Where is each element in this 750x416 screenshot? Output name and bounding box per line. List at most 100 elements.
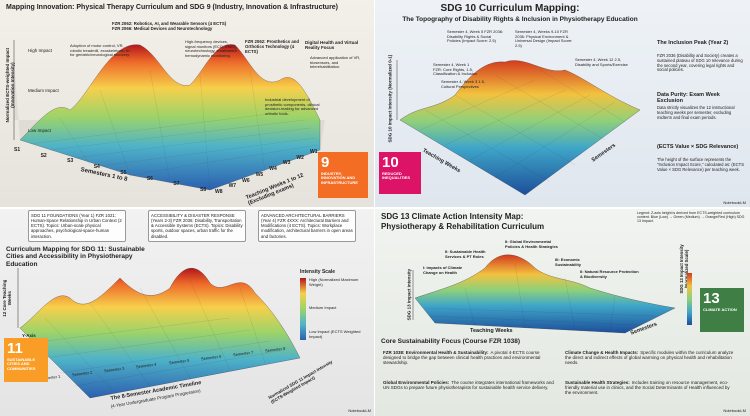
focus-heading: Sustainable Health Strategies: <box>565 380 630 385</box>
legend-scale <box>300 278 306 340</box>
z-tick-label: W8 <box>215 189 223 195</box>
legend-level: High (Normalized Maximum Weight) <box>309 277 359 287</box>
focus-title: Core Sustainability Focus (Course FZR 10… <box>381 338 521 345</box>
y-axis-label: 12 Core Teaching Weeks <box>1 279 12 317</box>
panel-sdg10: SDG 10 Curriculum Mapping: The Topograph… <box>375 0 750 208</box>
info-box: ADVANCED ARCHITECTURAL BARRIERS (Year 4)… <box>258 210 356 242</box>
sdg-badge: 10 REDUCED INEQUALITIES <box>379 152 421 194</box>
legend-level: Medium Impact <box>309 305 337 310</box>
annotation: Semester 4, Week 5 FZR 2036: Disability … <box>447 29 504 44</box>
focus-item: Climate Change & Health Impacts: Specific… <box>565 350 737 366</box>
x-tick-label: S5 <box>120 169 127 176</box>
badge-text: SUSTAINABLE CITIES AND COMMUNITIES <box>7 357 36 371</box>
x-tick-label: S7 <box>173 181 180 188</box>
subtitle: Physiotherapy & Rehabilitation Curriculu… <box>381 222 545 231</box>
sdg-badge: 13 CLIMATE ACTION <box>700 288 744 332</box>
annotation: FZR 2062: Prosthetics and Orthotics Tech… <box>245 39 299 54</box>
annotation: Advanced application of VR, biosensors, … <box>310 55 361 70</box>
y-axis-label: Normalized ECTS-weighted Impact (Innovat… <box>4 48 15 123</box>
focus-heading: Global Environmental Policies: <box>383 380 450 385</box>
z-tick-label: W1 <box>310 149 318 155</box>
peak-label: II: Sustainable Health Services & PT Rol… <box>445 249 486 259</box>
badge-text: CLIMATE ACTION <box>703 307 737 312</box>
title: SDG 10 Curriculum Mapping: <box>440 3 580 14</box>
badge-text: REDUCED INEQUALITIES <box>382 171 411 181</box>
side-heading: Data Purity: Exam Week Exclusion <box>657 92 720 105</box>
annotation: Adoption of motor control, VR, robotic t… <box>70 43 130 58</box>
focus-item: Sustainable Health Strategies: Includes t… <box>565 380 737 396</box>
focus-text: A pivotal 4-ECTS course designed to brid… <box>383 350 541 366</box>
z-tick-label: W2 <box>296 154 304 161</box>
info-box: ACCESSIBILITY & DISASTER RESPONSE (Years… <box>148 210 246 242</box>
subtitle: The Topography of Disability Rights & In… <box>402 16 638 23</box>
footer: NotebookLM <box>723 200 746 206</box>
side-heading: The Inclusion Peak (Year 2) <box>657 40 729 46</box>
x-tick-label: S6 <box>146 175 153 182</box>
focus-item: FZR 1038: Environmental Health & Sustain… <box>383 350 555 366</box>
footer: NotebookLM <box>348 408 371 414</box>
badge-text: INDUSTRY, INNOVATION AND INFRASTRUCTURE <box>321 171 358 185</box>
z-tick-label: W5 <box>255 171 264 178</box>
scale-bar <box>687 273 692 325</box>
annotation: Semester 4, Week 1 FZR: Core Rights, 1.5… <box>433 62 478 77</box>
legend-level: Low Impact (ECTS Weighted Impact) <box>309 329 361 339</box>
annotation: Semester 4, Week 12 2.5, Disability and … <box>575 57 628 67</box>
annotation: Semester 4, Weeks 9-10 FZR 2036: Physica… <box>515 29 573 48</box>
title: SDG 13 Climate Action Intensity Map: <box>381 212 524 221</box>
x-tick-label: S8 <box>200 187 207 193</box>
legend: Legend: Z-axis height is derived from EC… <box>637 211 745 224</box>
peak-label: II: Global Environmental Policies & Heal… <box>505 239 558 249</box>
surface-sdg10 <box>396 60 641 196</box>
annotation: FZR 2062: Robotics, AI, and Wearable Sen… <box>112 21 227 31</box>
panel-sdg13: SDG 13 Climate Action Intensity Map: Phy… <box>375 208 750 416</box>
surface-sdg11 <box>17 268 301 399</box>
peak-label: III: Economic Sustainability <box>555 257 582 267</box>
focus-text: The course integrates international fram… <box>383 380 554 391</box>
z-tick-label: W7 <box>228 183 237 190</box>
info-box: SDG 11 FOUNDATIONS (Year 1) FZR 1021: Hu… <box>28 210 126 242</box>
side-heading: (ECTS Value × SDG Relevance) <box>657 144 739 150</box>
badge-number: 11 <box>7 340 23 357</box>
surface-sdg13 <box>412 254 676 334</box>
badge-number: 13 <box>703 290 720 307</box>
z-tick-label: W4 <box>269 166 277 173</box>
title: Mapping Innovation: Physical Therapy Cur… <box>6 4 339 11</box>
legend-title: Intensity Scale <box>300 269 336 275</box>
y-level: High Impact <box>28 48 53 53</box>
focus-heading: Climate Change & Health Impacts: <box>565 350 639 355</box>
annotation: Semester 4, Week 3 1.5, Cultural Perspec… <box>441 79 485 89</box>
panel-sdg11: SDG 11 FOUNDATIONS (Year 1) FZR 1021: Hu… <box>0 208 375 416</box>
badge-number: 10 <box>382 154 399 171</box>
divider <box>0 207 750 209</box>
annotation: Digital Health and Virtual Reality Focus <box>305 40 359 51</box>
footer: NotebookLM <box>723 408 746 414</box>
panel-sdg9: Mapping Innovation: Physical Therapy Cur… <box>0 0 375 208</box>
sdg-badge: 11 SUSTAINABLE CITIES AND COMMUNITIES <box>4 338 48 382</box>
focus-text: Includes training on resource management… <box>565 380 730 396</box>
focus-text: Specific modules within the curriculum a… <box>565 350 734 366</box>
peak-label: II: Natural Resource Protection & Biodiv… <box>580 269 639 279</box>
y-axis-label: SDG 13 Impact Intensity <box>406 268 412 321</box>
peak-label: I: Impacts of Climate Change on Health <box>423 265 463 275</box>
focus-heading: FZR 1038: Environmental Health & Sustain… <box>383 350 489 355</box>
annotation: Industrial development of prosthetic com… <box>265 97 320 116</box>
legend: Intensity Scale High (Normalized Maximum… <box>300 269 370 344</box>
annotation: High-frequency devices, signal monitors … <box>185 39 237 58</box>
side-text: Data strictly visualizes the 12 instruct… <box>657 105 735 120</box>
y-level: Low Impact <box>28 128 52 133</box>
x-tick-label: S4 <box>93 164 100 171</box>
z-tick-label: W3 <box>282 160 291 167</box>
sdg-badge: 9 INDUSTRY, INNOVATION AND INFRASTRUCTUR… <box>318 152 368 198</box>
y-level: Medium Impact <box>28 88 59 93</box>
surface-sdg9 <box>13 40 325 191</box>
title: Curriculum Mapping for SDG 11: Sustainab… <box>6 246 145 268</box>
x-tick-label: S3 <box>67 158 74 165</box>
x-tick-label: S2 <box>40 152 47 159</box>
x-tick-label: S1 <box>14 147 21 153</box>
side-text: FZR 2036 (Disability and Society) create… <box>657 53 743 73</box>
focus-item: Global Environmental Policies: The course… <box>383 380 555 390</box>
x-axis-label: Teaching Weeks <box>470 328 513 334</box>
y-axis-label: SDG 10 Impact Intensity (Normalized 0-1) <box>387 54 393 143</box>
z-tick-label: W6 <box>242 177 250 184</box>
